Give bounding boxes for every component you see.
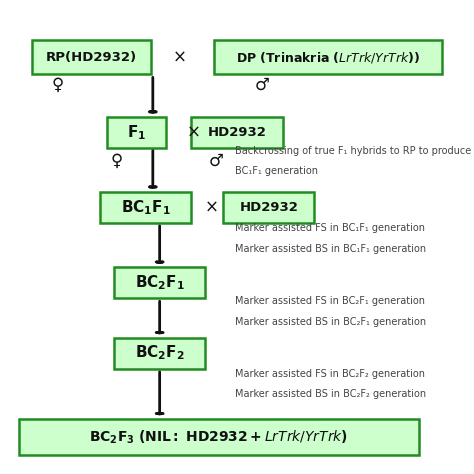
- Bar: [214, 40, 442, 74]
- Text: Backcrossing of true F₁ hybrids to RP to produce: Backcrossing of true F₁ hybrids to RP to…: [235, 146, 471, 156]
- Text: $\mathbf{BC_2F_3\ (NIL:\ HD2932+}$$\mathbf{\mathit{LrTrk/YrTrk}}$$\mathbf{)}$: $\mathbf{BC_2F_3\ (NIL:\ HD2932+}$$\math…: [89, 428, 348, 446]
- Text: $\mathbf{BC_2F_2}$: $\mathbf{BC_2F_2}$: [135, 344, 184, 363]
- Bar: [100, 192, 191, 223]
- Bar: [107, 117, 166, 148]
- Text: Marker assisted BS in BC₂F₂ generation: Marker assisted BS in BC₂F₂ generation: [235, 390, 426, 400]
- Text: ×: ×: [205, 199, 219, 217]
- Text: $\mathbf{F_1}$: $\mathbf{F_1}$: [128, 123, 146, 142]
- Text: Marker assisted FS in BC₁F₁ generation: Marker assisted FS in BC₁F₁ generation: [235, 223, 425, 233]
- Text: ♂: ♂: [255, 75, 269, 93]
- Text: ♀: ♀: [110, 152, 122, 170]
- Text: $\mathbf{BC_1F_1}$: $\mathbf{BC_1F_1}$: [121, 198, 171, 217]
- Text: RP(HD2932): RP(HD2932): [46, 51, 137, 64]
- Text: HD2932: HD2932: [208, 126, 266, 139]
- Bar: [114, 337, 205, 368]
- Text: ♂: ♂: [209, 152, 224, 170]
- Text: Marker assisted FS in BC₂F₁ generation: Marker assisted FS in BC₂F₁ generation: [235, 296, 425, 306]
- Text: HD2932: HD2932: [239, 201, 298, 214]
- Bar: [223, 192, 314, 223]
- Text: BC₁F₁ generation: BC₁F₁ generation: [235, 166, 318, 176]
- Text: ♀: ♀: [51, 75, 64, 93]
- Text: Marker assisted BS in BC₁F₁ generation: Marker assisted BS in BC₁F₁ generation: [235, 244, 426, 254]
- Text: ×: ×: [173, 48, 187, 66]
- Text: Marker assisted FS in BC₂F₂ generation: Marker assisted FS in BC₂F₂ generation: [235, 369, 425, 379]
- Bar: [32, 40, 151, 74]
- Text: ×: ×: [187, 123, 201, 141]
- Text: Marker assisted BS in BC₂F₁ generation: Marker assisted BS in BC₂F₁ generation: [235, 317, 426, 327]
- Text: $\mathbf{DP\ (Trinakria\ (}$$\mathbf{\mathit{LrTrk/YrTrk}}$$\mathbf{))}$: $\mathbf{DP\ (Trinakria\ (}$$\mathbf{\ma…: [236, 50, 420, 65]
- Bar: [114, 267, 205, 298]
- Bar: [18, 419, 419, 456]
- Text: $\mathbf{BC_2F_1}$: $\mathbf{BC_2F_1}$: [135, 273, 185, 292]
- Bar: [191, 117, 283, 148]
